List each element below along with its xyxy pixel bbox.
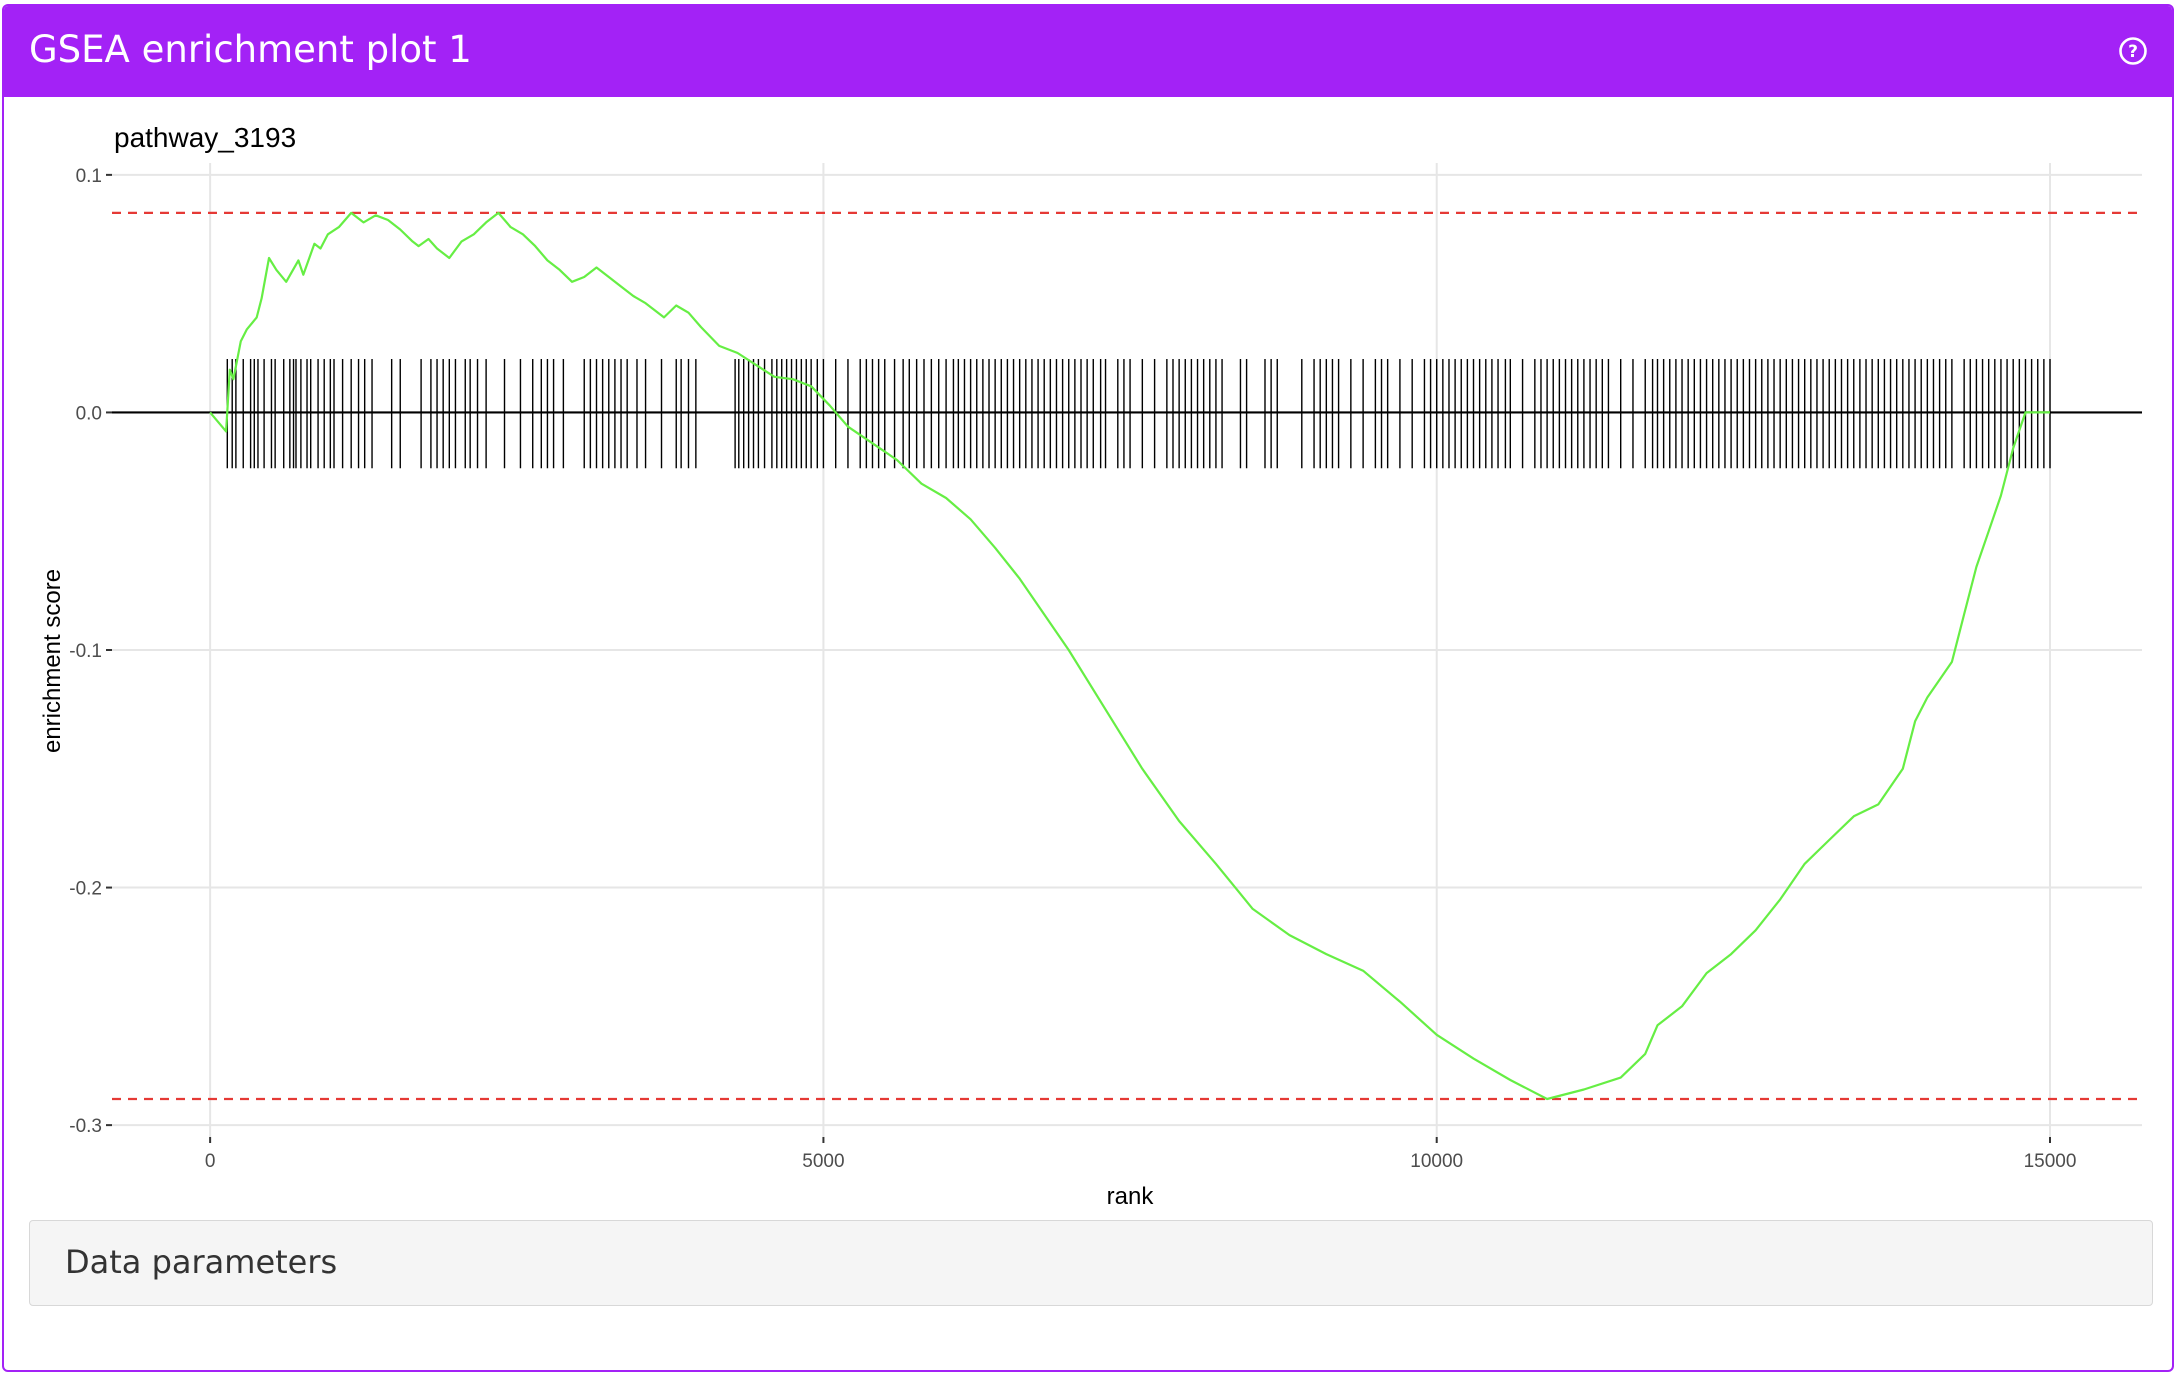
grid bbox=[112, 163, 2142, 1137]
chart-title: pathway_3193 bbox=[114, 122, 296, 153]
y-tick-label: -0.3 bbox=[69, 1116, 102, 1137]
x-tick-label: 5000 bbox=[802, 1151, 844, 1172]
enrichment-chart: 0 5000 10000 15000 0.1 0.0 -0.1 -0.2 -0.3 pathwa… bbox=[39, 122, 2142, 1210]
svg-text:?: ? bbox=[2128, 42, 2138, 62]
gsea-panel: GSEA enrichment plot 1 ? 0 5000 10000 15000… bbox=[2, 4, 2174, 1372]
y-tick-label: 0.0 bbox=[76, 403, 102, 424]
data-parameters-label: Data parameters bbox=[65, 1243, 338, 1281]
x-tick-label: 0 bbox=[205, 1151, 216, 1172]
panel-header: GSEA enrichment plot 1 ? bbox=[4, 6, 2172, 97]
y-tick-label: 0.1 bbox=[76, 166, 102, 187]
panel-title: GSEA enrichment plot 1 bbox=[29, 28, 472, 71]
hit-ticks bbox=[226, 358, 2051, 469]
data-parameters-section[interactable]: Data parameters bbox=[29, 1220, 2153, 1306]
y-tick-label: -0.2 bbox=[69, 879, 102, 900]
y-tick-label: -0.1 bbox=[69, 641, 102, 662]
x-tick-label: 10000 bbox=[1410, 1151, 1463, 1172]
es-curve bbox=[209, 211, 2050, 1101]
x-axis-label: rank bbox=[1107, 1183, 1155, 1210]
reference-lines bbox=[112, 211, 2142, 1101]
axes: 0 5000 10000 15000 0.1 0.0 -0.1 -0.2 -0.3 bbox=[69, 166, 2076, 1172]
question-circle-icon[interactable]: ? bbox=[2118, 36, 2148, 66]
x-tick-label: 15000 bbox=[2024, 1151, 2077, 1172]
y-axis-label: enrichment score bbox=[39, 569, 66, 753]
running-es bbox=[209, 211, 2050, 1101]
